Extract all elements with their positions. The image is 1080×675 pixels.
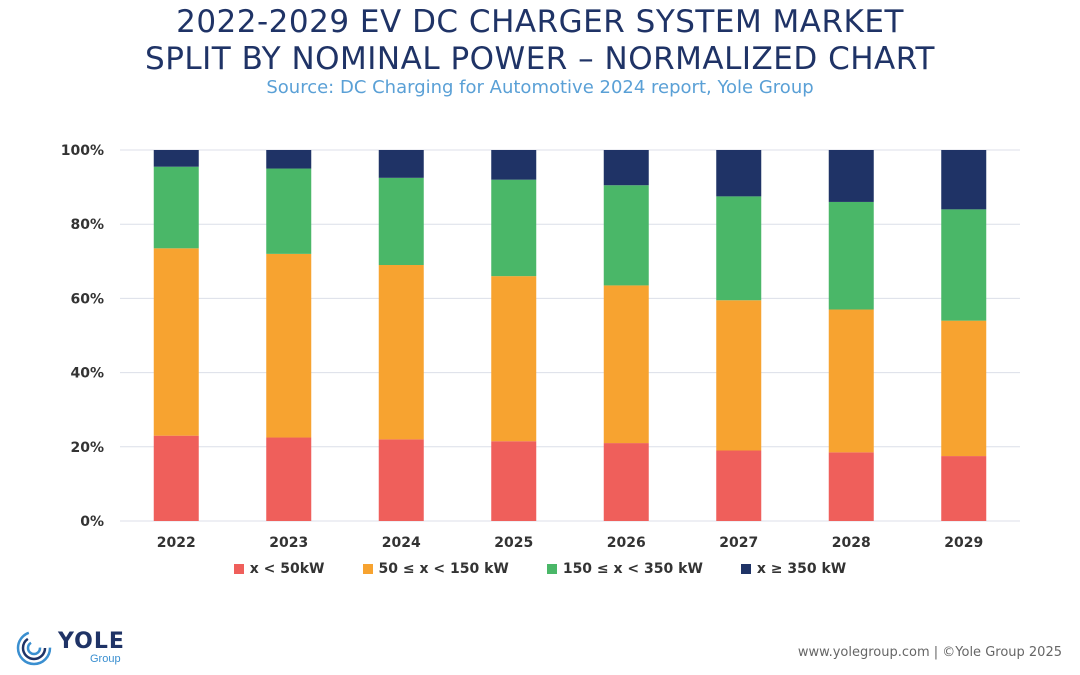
bar-segment: [603, 443, 649, 521]
bar-segment: [828, 452, 874, 521]
chart-title: 2022-2029 EV DC CHARGER SYSTEM MARKET SP…: [0, 4, 1080, 78]
yole-logo-icon: [16, 630, 52, 666]
bar-segment: [266, 150, 312, 169]
x-tick-label: 2027: [719, 535, 758, 551]
bar-segment: [378, 439, 424, 521]
legend-label: x < 50kW: [249, 561, 325, 577]
legend-label: x ≥ 350 kW: [756, 561, 847, 577]
legend-swatch: [362, 564, 373, 574]
bar-segment: [603, 185, 649, 286]
y-tick-label: 40%: [70, 366, 104, 382]
legend-swatch: [546, 564, 557, 574]
legend-label: 50 ≤ x < 150 kW: [378, 561, 509, 577]
bar-segment: [941, 456, 987, 521]
y-tick-label: 100%: [61, 143, 104, 159]
y-tick-label: 60%: [70, 291, 104, 307]
bar-segment: [266, 253, 312, 438]
legend-swatch: [233, 564, 244, 574]
bar-segment: [603, 285, 649, 444]
legend-item: x < 50kW: [233, 561, 325, 577]
bar-segment: [491, 276, 537, 442]
legend-label: 150 ≤ x < 350 kW: [562, 561, 703, 577]
bar-segment: [153, 150, 199, 167]
chart-legend: x < 50kW 50 ≤ x < 150 kW 150 ≤ x < 350 kW x…: [0, 561, 1080, 577]
legend-item: x ≥ 350 kW: [740, 561, 847, 577]
x-tick-label: 2022: [157, 535, 196, 551]
y-tick-label: 20%: [70, 440, 104, 456]
yole-logo: YOLE Group: [16, 630, 125, 666]
bar-segment: [153, 435, 199, 521]
x-tick-label: 2026: [607, 535, 646, 551]
x-tick-label: 2024: [382, 535, 421, 551]
bar-segment: [941, 320, 987, 457]
footer-text: www.yolegroup.com | ©Yole Group 2025: [797, 645, 1062, 660]
bar-segment: [603, 150, 649, 186]
bar-segment: [716, 300, 762, 451]
y-tick-label: 80%: [70, 217, 104, 233]
bar-segment: [716, 150, 762, 197]
bar-segment: [716, 196, 762, 301]
bar-segment: [266, 168, 312, 254]
bar-segment: [491, 441, 537, 521]
bar-segment: [153, 248, 199, 436]
bar-segment: [828, 309, 874, 453]
bar-segment: [828, 150, 874, 202]
logo-name: YOLE: [58, 629, 125, 654]
bar-segment: [828, 201, 874, 310]
bar-segment: [378, 177, 424, 266]
logo-sub: Group: [90, 653, 121, 665]
legend-item: 150 ≤ x < 350 kW: [546, 561, 703, 577]
bar-segment: [491, 179, 537, 277]
legend-swatch: [740, 564, 751, 574]
chart-title-line1: 2022-2029 EV DC CHARGER SYSTEM MARKET: [176, 4, 904, 40]
bar-segment: [378, 265, 424, 440]
bar-segment: [378, 150, 424, 178]
bar-segment: [153, 166, 199, 249]
chart-subtitle: Source: DC Charging for Automotive 2024 …: [266, 77, 814, 98]
x-tick-label: 2029: [944, 535, 983, 551]
bar-segment: [941, 209, 987, 321]
bar-segment: [716, 450, 762, 521]
bar-segment: [491, 150, 537, 180]
x-tick-label: 2025: [494, 535, 533, 551]
x-tick-label: 2028: [832, 535, 871, 551]
bar-segment: [266, 437, 312, 521]
x-tick-label: 2023: [269, 535, 308, 551]
bar-segment: [941, 150, 987, 210]
chart-title-line2: SPLIT BY NOMINAL POWER – NORMALIZED CHAR…: [145, 41, 935, 77]
legend-item: 50 ≤ x < 150 kW: [362, 561, 509, 577]
y-tick-label: 0%: [80, 514, 104, 530]
